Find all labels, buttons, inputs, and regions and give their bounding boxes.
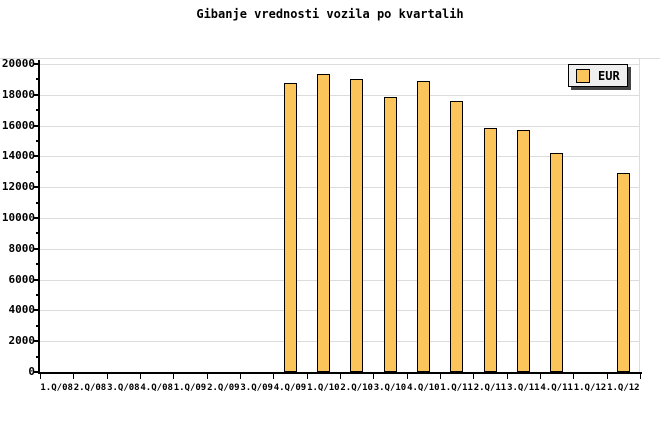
x-axis-label: 2.Q/09 — [207, 383, 240, 393]
x-axis-tick — [173, 374, 175, 379]
bar-4.Q/10 — [416, 81, 430, 372]
y-axis-minor-tick — [36, 294, 39, 296]
x-axis-label: 4.Q/10 — [407, 383, 440, 393]
x-axis-label: 1.Q/12 — [607, 383, 640, 393]
gridline — [40, 310, 640, 312]
y-axis-minor-tick — [36, 140, 39, 142]
x-axis-label: 1.Q/08 — [40, 383, 73, 393]
y-axis-tick — [33, 186, 39, 189]
right-frame-rule — [639, 58, 640, 373]
x-axis-tick — [206, 374, 208, 379]
bar-4.Q/09 — [283, 83, 297, 372]
y-axis-tick — [33, 63, 39, 65]
x-axis-tick — [340, 374, 341, 379]
x-axis-tick — [273, 374, 275, 379]
y-axis-label: 6000 — [8, 272, 36, 286]
y-axis-label: 18000 — [1, 87, 35, 101]
x-axis-tick — [373, 374, 375, 379]
legend-box: EUR — [568, 64, 628, 87]
bar-4.Q/11 — [550, 153, 564, 372]
y-axis-minor-tick — [36, 201, 39, 204]
x-axis-label: 2.Q/08 — [73, 383, 107, 393]
y-axis-minor-tick — [36, 109, 39, 112]
gridline — [40, 64, 640, 65]
x-axis-label: 1.Q/09 — [173, 383, 207, 393]
y-axis-tick — [33, 217, 39, 219]
x-axis-label: 3.Q/10 — [373, 383, 407, 393]
y-axis-minor-tick — [36, 170, 39, 173]
bar-1.Q/10 — [316, 74, 330, 372]
y-axis-label: 12000 — [1, 180, 35, 194]
x-axis-tick — [473, 374, 475, 379]
y-axis-tick — [33, 155, 39, 158]
x-axis-label: 4.Q/09 — [273, 383, 307, 393]
x-axis-tick — [140, 374, 141, 379]
y-axis-tick — [33, 309, 39, 312]
y-axis-tick — [33, 278, 39, 281]
y-axis-tick — [33, 93, 39, 96]
legend-color-swatch — [576, 68, 590, 83]
gridline — [40, 187, 640, 189]
gridline — [40, 248, 640, 250]
y-axis-label: 8000 — [8, 241, 36, 255]
gridline — [40, 341, 640, 343]
y-axis-tick — [33, 247, 39, 250]
x-axis-tick — [40, 374, 41, 379]
y-axis-tick — [33, 124, 39, 127]
y-axis-label: 0 — [28, 365, 35, 378]
x-axis-tick — [506, 374, 508, 379]
y-axis-label: 20000 — [1, 57, 35, 70]
y-axis-minor-tick — [36, 78, 39, 81]
bar-1.Q/11 — [450, 101, 464, 372]
bar-2.Q/10 — [350, 79, 364, 372]
chart-title: Gibanje vrednosti vozila po kvartalih — [196, 7, 464, 21]
bar-3.Q/10 — [383, 97, 397, 372]
x-axis-tick — [106, 374, 108, 379]
x-axis-label: 4.Q/08 — [140, 383, 173, 393]
x-axis-tick — [73, 374, 75, 379]
gridline — [40, 125, 640, 127]
bar-2.Q/11 — [483, 128, 497, 372]
y-axis-minor-tick — [36, 324, 39, 327]
gridline — [40, 156, 640, 158]
y-axis-label: 2000 — [8, 334, 36, 348]
y-axis-label: 16000 — [1, 118, 35, 132]
x-axis-line — [38, 372, 642, 374]
y-axis-minor-tick — [36, 232, 39, 235]
x-axis-label: 2.Q/10 — [340, 383, 373, 393]
gridline — [40, 218, 640, 219]
x-axis-tick — [406, 374, 408, 379]
gridline — [40, 279, 640, 281]
x-axis-label: 1.Q/10 — [307, 383, 340, 393]
x-axis-tick — [306, 374, 308, 379]
x-axis-tick — [640, 374, 641, 379]
x-axis-label: 2.Q/11 — [473, 383, 507, 393]
y-axis-label: 4000 — [8, 303, 36, 317]
x-axis-label: 3.Q/09 — [240, 383, 273, 393]
y-axis-label: 10000 — [1, 211, 35, 224]
y-axis-minor-tick — [36, 263, 39, 266]
y-axis-tick — [33, 371, 39, 373]
x-axis-label: 1.Q/12 — [573, 383, 607, 393]
x-axis-tick — [606, 374, 608, 379]
x-axis-tick — [440, 374, 441, 379]
bar-1.Q/12 — [616, 173, 630, 372]
y-axis-minor-tick — [36, 355, 39, 358]
x-axis-label: 3.Q/11 — [507, 383, 540, 393]
top-frame-rule — [0, 58, 660, 59]
legend-series-label: EUR — [598, 68, 620, 83]
y-axis-label: 14000 — [1, 149, 35, 163]
x-axis-tick — [573, 374, 575, 379]
x-axis-label: 4.Q/11 — [540, 383, 573, 393]
x-axis-tick — [240, 374, 241, 379]
gridline — [40, 94, 640, 96]
x-axis-label: 3.Q/08 — [107, 383, 140, 393]
bar-3.Q/11 — [516, 130, 530, 372]
y-axis-line — [38, 60, 40, 374]
y-axis-tick — [33, 340, 39, 343]
x-axis-label: 1.Q/11 — [440, 383, 473, 393]
x-axis-tick — [540, 374, 541, 379]
